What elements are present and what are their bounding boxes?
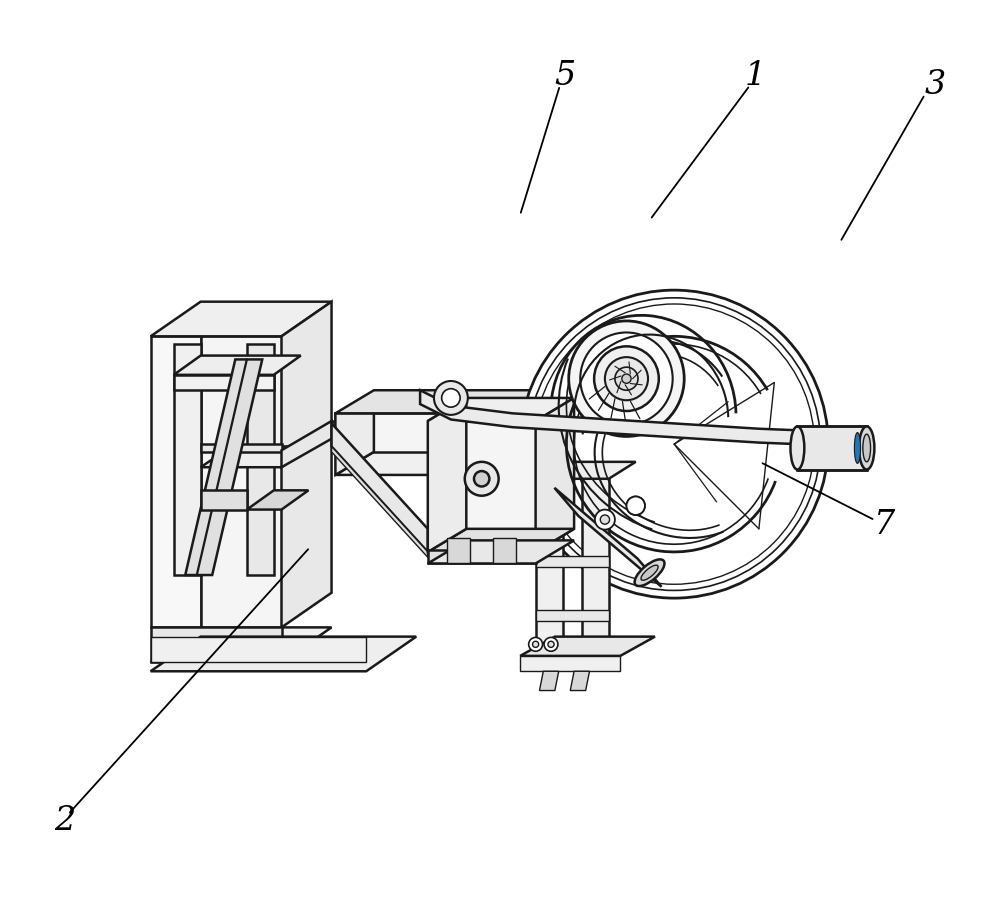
Polygon shape bbox=[797, 426, 867, 469]
Text: 1: 1 bbox=[744, 60, 766, 92]
Polygon shape bbox=[428, 551, 536, 563]
Polygon shape bbox=[428, 398, 466, 552]
Polygon shape bbox=[554, 488, 662, 587]
Polygon shape bbox=[201, 444, 282, 452]
Circle shape bbox=[442, 388, 460, 407]
Polygon shape bbox=[428, 529, 574, 552]
Polygon shape bbox=[247, 491, 308, 509]
Polygon shape bbox=[335, 414, 374, 475]
Circle shape bbox=[626, 497, 645, 515]
Circle shape bbox=[605, 357, 648, 400]
Circle shape bbox=[569, 321, 684, 437]
Circle shape bbox=[548, 641, 554, 648]
Polygon shape bbox=[332, 421, 420, 439]
Text: 2: 2 bbox=[54, 805, 76, 837]
Polygon shape bbox=[539, 671, 559, 691]
Polygon shape bbox=[493, 538, 516, 563]
Circle shape bbox=[622, 374, 631, 383]
Polygon shape bbox=[428, 398, 574, 421]
Polygon shape bbox=[447, 538, 470, 563]
Polygon shape bbox=[570, 671, 590, 691]
Ellipse shape bbox=[854, 432, 861, 464]
Polygon shape bbox=[536, 467, 563, 652]
Polygon shape bbox=[201, 336, 282, 627]
Circle shape bbox=[594, 346, 659, 411]
Polygon shape bbox=[420, 390, 797, 444]
Polygon shape bbox=[201, 491, 247, 509]
Polygon shape bbox=[174, 375, 274, 390]
Polygon shape bbox=[332, 447, 428, 557]
Circle shape bbox=[544, 638, 558, 651]
Ellipse shape bbox=[863, 434, 871, 462]
Polygon shape bbox=[282, 421, 332, 467]
Polygon shape bbox=[428, 421, 536, 552]
Polygon shape bbox=[151, 637, 366, 662]
Circle shape bbox=[595, 509, 615, 529]
Circle shape bbox=[615, 367, 638, 390]
Circle shape bbox=[474, 471, 489, 486]
Circle shape bbox=[465, 462, 499, 496]
Circle shape bbox=[434, 381, 468, 415]
Polygon shape bbox=[335, 452, 643, 475]
Polygon shape bbox=[174, 344, 201, 575]
Circle shape bbox=[529, 638, 543, 651]
Ellipse shape bbox=[641, 565, 658, 580]
Ellipse shape bbox=[859, 426, 874, 469]
Polygon shape bbox=[201, 447, 312, 467]
Ellipse shape bbox=[635, 560, 664, 586]
Polygon shape bbox=[151, 627, 282, 662]
Text: 5: 5 bbox=[554, 60, 576, 92]
Polygon shape bbox=[151, 336, 201, 627]
Polygon shape bbox=[536, 462, 636, 479]
Polygon shape bbox=[332, 423, 428, 552]
Circle shape bbox=[528, 298, 821, 590]
Polygon shape bbox=[185, 360, 262, 575]
Ellipse shape bbox=[790, 426, 804, 469]
Polygon shape bbox=[335, 414, 605, 452]
Circle shape bbox=[520, 290, 828, 598]
Polygon shape bbox=[605, 414, 643, 475]
Polygon shape bbox=[536, 610, 609, 622]
Circle shape bbox=[600, 515, 610, 524]
Polygon shape bbox=[536, 556, 609, 567]
Circle shape bbox=[533, 641, 539, 648]
Text: 3: 3 bbox=[924, 69, 946, 101]
Polygon shape bbox=[282, 301, 332, 627]
Polygon shape bbox=[520, 656, 620, 671]
Polygon shape bbox=[520, 637, 655, 656]
Polygon shape bbox=[335, 390, 643, 414]
Polygon shape bbox=[174, 355, 301, 375]
Polygon shape bbox=[151, 301, 332, 336]
Circle shape bbox=[534, 304, 814, 584]
Text: 7: 7 bbox=[874, 509, 896, 541]
Polygon shape bbox=[536, 398, 574, 552]
Polygon shape bbox=[582, 467, 609, 652]
Polygon shape bbox=[247, 344, 274, 575]
Polygon shape bbox=[151, 637, 416, 671]
Polygon shape bbox=[151, 627, 332, 662]
Circle shape bbox=[631, 501, 640, 510]
Polygon shape bbox=[428, 540, 574, 563]
Circle shape bbox=[626, 497, 645, 515]
Circle shape bbox=[580, 333, 673, 425]
